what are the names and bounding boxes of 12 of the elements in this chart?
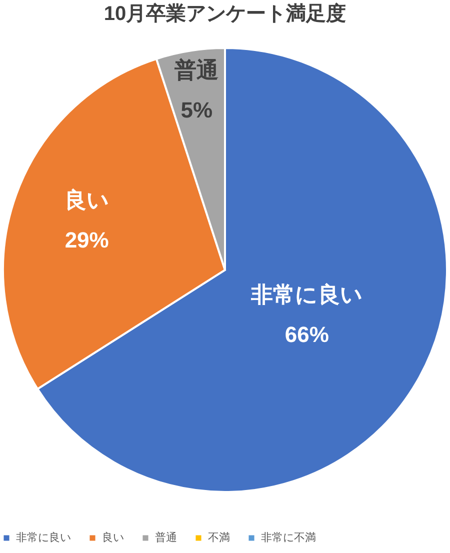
slice-label: 良い (64, 187, 110, 212)
data-label: 5% (180, 98, 213, 123)
chart-title: 10月卒業アンケート満足度 (104, 2, 346, 25)
slice-label: 非常に良い (250, 282, 363, 308)
legend-label: 非常に良い (16, 530, 71, 544)
legend-label: 普通 (155, 530, 177, 544)
legend-label: 良い (102, 530, 124, 544)
data-label: 66% (284, 322, 329, 348)
legend-label: 非常に不満 (261, 530, 316, 544)
legend-label: 不満 (208, 530, 230, 544)
data-label: 29% (64, 227, 109, 252)
slice-label: 普通 (174, 58, 219, 83)
